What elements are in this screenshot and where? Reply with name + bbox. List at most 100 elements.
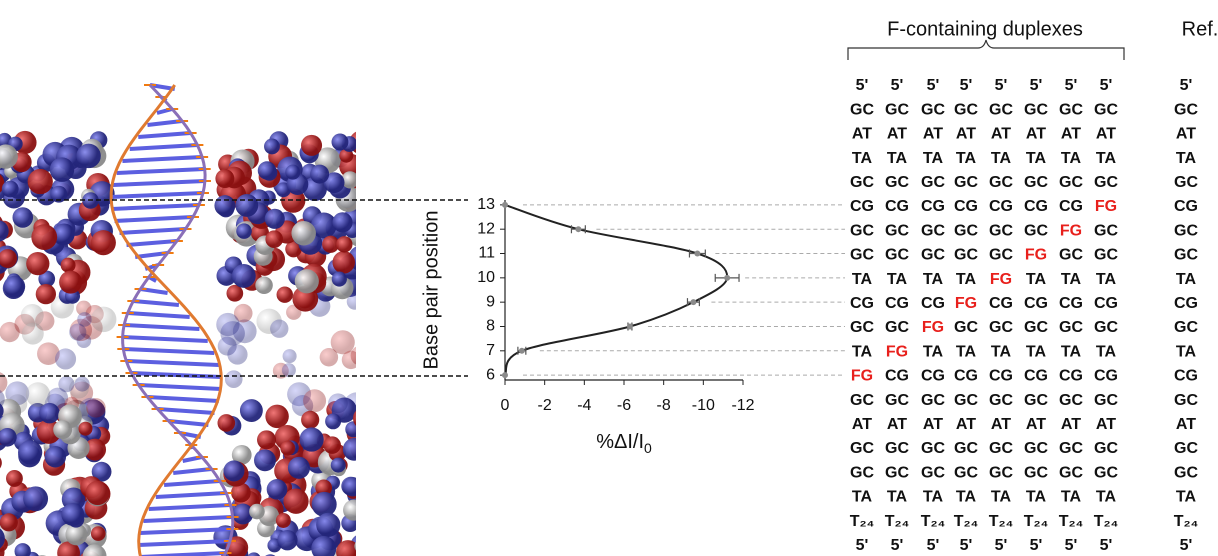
sequence-cell: GC [989,174,1013,191]
sequence-cell: CG [1024,368,1048,385]
sequence-cell: TA [1176,489,1197,506]
atom [300,134,323,156]
sequence-cell: GC [989,247,1013,264]
sequence-cell: FG [922,319,944,336]
sequence-cell: 5' [856,537,869,554]
y-tick-label: 13 [477,196,495,213]
atom [85,480,110,506]
sequence-cell: 5' [1180,77,1193,94]
sequence-cell: T₂₄ [1024,513,1049,530]
sequence-cell: TA [956,150,977,167]
atom [266,479,288,500]
sequence-cell: GC [885,222,909,239]
sequence-cell: TA [1026,271,1047,288]
atom [275,512,291,528]
sequence-cell: GC [1024,222,1048,239]
sequence-cell: CG [954,198,978,215]
atom [6,469,23,487]
sequence-cell: TA [1096,271,1117,288]
base-pair-stick [138,383,222,391]
sequence-cell: 5' [1065,77,1078,94]
sequence-cell: GC [1094,319,1118,336]
dna-strand [121,83,235,556]
brace [847,39,1125,60]
atom [90,230,116,256]
sequence-cell: GC [989,392,1013,409]
sequence-cell: GC [1059,101,1083,118]
atom [0,528,5,549]
atom [277,530,298,551]
atom [77,312,92,327]
x-tick-label: -12 [731,397,754,414]
sequence-cell: GC [954,174,978,191]
sequence-cell: FG [1025,247,1047,264]
atom [239,399,263,423]
x-axis-label-sub: 0 [644,440,652,456]
atom [25,382,51,407]
sequence-cell: T₂₄ [921,513,946,530]
sequence-cell: TA [852,150,873,167]
atom [18,440,43,465]
base-pair-stick [114,215,194,223]
sequence-cell: GC [921,174,945,191]
sequence-cell: GC [1174,392,1198,409]
sequence-cell: GC [1024,174,1048,191]
base-pair-stick [147,395,219,403]
sequence-cell: GC [1094,174,1118,191]
sequence-cell: GC [954,101,978,118]
atom [257,430,277,450]
atom [65,523,88,546]
sequence-cell: TA [887,271,908,288]
atom [342,477,356,497]
ref-header: Ref. [1182,18,1218,40]
sequence-cell: FG [990,271,1012,288]
atom [341,171,356,189]
sequence-cell: CG [989,368,1013,385]
atom [294,269,319,294]
base-pair-stick [133,299,180,307]
atom [311,535,337,556]
atom [283,488,309,514]
atom [255,276,273,295]
atom [285,240,302,258]
sequence-cell: TA [923,150,944,167]
atom [247,552,261,556]
base-pair-stick [148,503,231,511]
sequence-cell: TA [991,489,1012,506]
sequence-cell: CG [1024,295,1048,312]
atom [217,414,236,432]
sequence-cell: GC [1174,440,1198,457]
sequence-cell: T₂₄ [850,513,875,530]
atom [0,513,18,532]
sequence-cell: GC [1059,174,1083,191]
sequence-cell: AT [956,416,976,433]
point [694,250,701,257]
curve [504,203,729,376]
base-pair-stick [111,203,200,211]
sequence-cell: CG [850,198,874,215]
sequence-cell: AT [991,416,1011,433]
sequence-cell: 5' [960,537,973,554]
sequence-cell: GC [989,101,1013,118]
base-pair-stick [163,479,220,487]
atom [90,306,117,333]
atom [0,372,8,394]
atom [0,457,2,469]
sequence-cell: GC [885,174,909,191]
atom [14,543,31,556]
atom [231,264,256,288]
atom [264,138,280,155]
atom [322,235,340,253]
atom [39,402,60,424]
atom [226,284,244,302]
sequence-cell: CG [1174,368,1198,385]
sequence-cell: GC [1174,247,1198,264]
atom [21,322,44,345]
sequence-cell: 5' [927,537,940,554]
base-pair-stick [155,491,227,499]
sequence-cell: GC [954,319,978,336]
atom [280,440,296,456]
sequence-cell: AT [852,126,872,143]
sequence-cell: TA [1026,150,1047,167]
sequence-cell: CG [1059,295,1083,312]
